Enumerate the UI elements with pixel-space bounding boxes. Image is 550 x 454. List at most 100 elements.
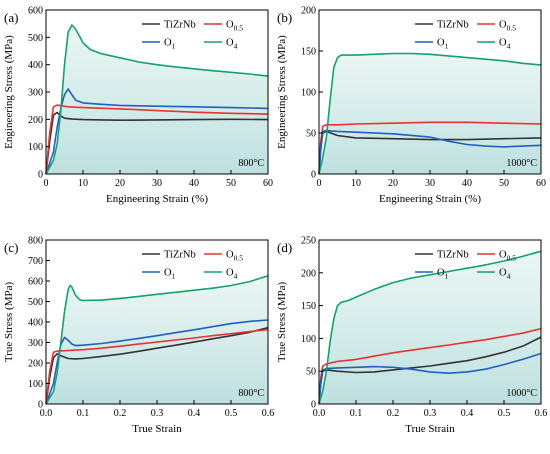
series-line-o4 (45, 24, 269, 175)
panel-b: 0 10 20 30 40 50 60 0 50 100 150 200 Engineering Str… (276, 6, 546, 206)
y-tick-label: 0 (38, 400, 43, 411)
y-axis-title: True Stress (MPa) (276, 282, 288, 363)
legend-label-subscript: 0.5 (234, 24, 244, 33)
y-tick-label: 200 (28, 359, 43, 370)
series-line-o05 (45, 104, 269, 175)
x-tick-label: 40 (189, 178, 199, 189)
legend-label-base: O (499, 38, 507, 49)
x-tick-label: 0.3 (151, 408, 164, 419)
legend-label-base: TiZrNb (437, 250, 469, 261)
y-tick-label: 200 (301, 6, 316, 17)
x-tick-label: 0.4 (461, 408, 474, 419)
legend-label-subscript: 0.5 (507, 254, 517, 263)
legend-label: O0.5 (499, 20, 516, 33)
x-tick-label: 0.5 (498, 408, 511, 419)
legend-label-base: TiZrNb (164, 250, 196, 261)
x-tick-label: 0.1 (350, 408, 363, 419)
legend-label-base: O (499, 268, 507, 279)
legend-label: O0.5 (499, 250, 516, 263)
legend-label: O1 (437, 268, 449, 281)
y-tick-label: 250 (301, 236, 316, 247)
y-axis-title: Engineering Stress (MPa) (276, 35, 288, 149)
x-tick-label: 50 (499, 178, 509, 189)
y-tick-label: 150 (301, 301, 316, 312)
series-line-o1 (318, 352, 542, 405)
legend-label: O4 (499, 38, 511, 51)
legend-label-subscript: 1 (445, 272, 449, 281)
panel-label: (a) (4, 10, 18, 25)
y-tick-label: 600 (28, 6, 43, 17)
panel-c: 0.0 0.1 0.2 0.3 0.4 0.5 0.6 0 100 200 300 400 500 600… (3, 236, 274, 436)
legend-label-subscript: 0.5 (234, 254, 244, 263)
panel-d: 0.0 0.1 0.2 0.3 0.4 0.5 0.6 0 50 100 150 200 250 True… (276, 236, 547, 436)
x-tick-label: 0 (44, 178, 49, 189)
temperature-annotation: 800°C (238, 158, 264, 169)
series-line-o4 (45, 275, 269, 405)
y-tick-label: 200 (28, 115, 43, 126)
legend-label: O0.5 (226, 20, 243, 33)
legend-label-base: O (164, 38, 172, 49)
y-tick-label: 0 (38, 170, 43, 181)
x-tick-label: 20 (388, 178, 398, 189)
legend-label-base: O (226, 268, 234, 279)
x-tick-label: 10 (351, 178, 361, 189)
legend-label-subscript: 4 (234, 42, 238, 51)
y-tick-label: 50 (306, 129, 316, 140)
x-tick-label: 60 (263, 178, 273, 189)
legend-label: O1 (164, 38, 176, 51)
area-fill (46, 275, 268, 404)
x-tick-label: 20 (115, 178, 125, 189)
series-line-o4 (318, 250, 542, 405)
y-tick-label: 100 (28, 142, 43, 153)
legend-label-base: O (499, 250, 507, 261)
series-line-o4 (318, 52, 542, 175)
x-tick-label: 0 (317, 178, 322, 189)
series-line-tizrnb (45, 326, 269, 405)
x-tick-label: 0.6 (262, 408, 275, 419)
legend-label: TiZrNb (437, 250, 469, 261)
y-tick-label: 500 (28, 33, 43, 44)
y-tick-label: 400 (28, 60, 43, 71)
x-tick-label: 50 (226, 178, 236, 189)
x-tick-label: 0.1 (77, 408, 90, 419)
panel-label: (c) (4, 240, 18, 255)
x-axis-title: True Strain (405, 423, 455, 435)
legend-label-subscript: 4 (507, 272, 511, 281)
y-tick-label: 400 (28, 318, 43, 329)
legend-label: TiZrNb (164, 20, 196, 31)
legend-label-base: O (437, 38, 445, 49)
legend-label-base: O (499, 20, 507, 31)
legend-label-base: O (226, 20, 234, 31)
y-tick-label: 300 (28, 338, 43, 349)
legend-label: O0.5 (226, 250, 243, 263)
y-tick-label: 0 (311, 400, 316, 411)
legend-label: O1 (164, 268, 176, 281)
panel-a: 0 10 20 30 40 50 600100200300400500600Engineer… (3, 6, 273, 206)
x-tick-label: 0.6 (535, 408, 548, 419)
x-axis-title: Engineering Strain (%) (106, 193, 208, 205)
legend-label-base: TiZrNb (164, 20, 196, 31)
temperature-annotation: 800°C (238, 388, 264, 399)
y-tick-label: 50 (306, 367, 316, 378)
series-line-o1 (45, 88, 269, 175)
legend-label-base: O (437, 268, 445, 279)
y-tick-label: 100 (301, 88, 316, 99)
series-line-o1 (318, 129, 542, 175)
x-tick-label: 0.3 (424, 408, 437, 419)
legend-label: O4 (226, 38, 238, 51)
x-tick-label: 0.5 (225, 408, 238, 419)
y-tick-label: 300 (28, 88, 43, 99)
legend-label-subscript: 1 (445, 42, 449, 51)
x-tick-label: 30 (425, 178, 435, 189)
x-axis-title: True Strain (132, 423, 182, 435)
x-tick-label: 30 (152, 178, 162, 189)
legend-label-subscript: 1 (172, 42, 176, 51)
y-tick-label: 500 (28, 297, 43, 308)
y-tick-label: 700 (28, 256, 43, 267)
x-tick-label: 10 (78, 178, 88, 189)
x-tick-label: 0.4 (188, 408, 201, 419)
y-tick-label: 100 (301, 334, 316, 345)
y-tick-label: 600 (28, 277, 43, 288)
y-tick-label: 0 (311, 170, 316, 181)
